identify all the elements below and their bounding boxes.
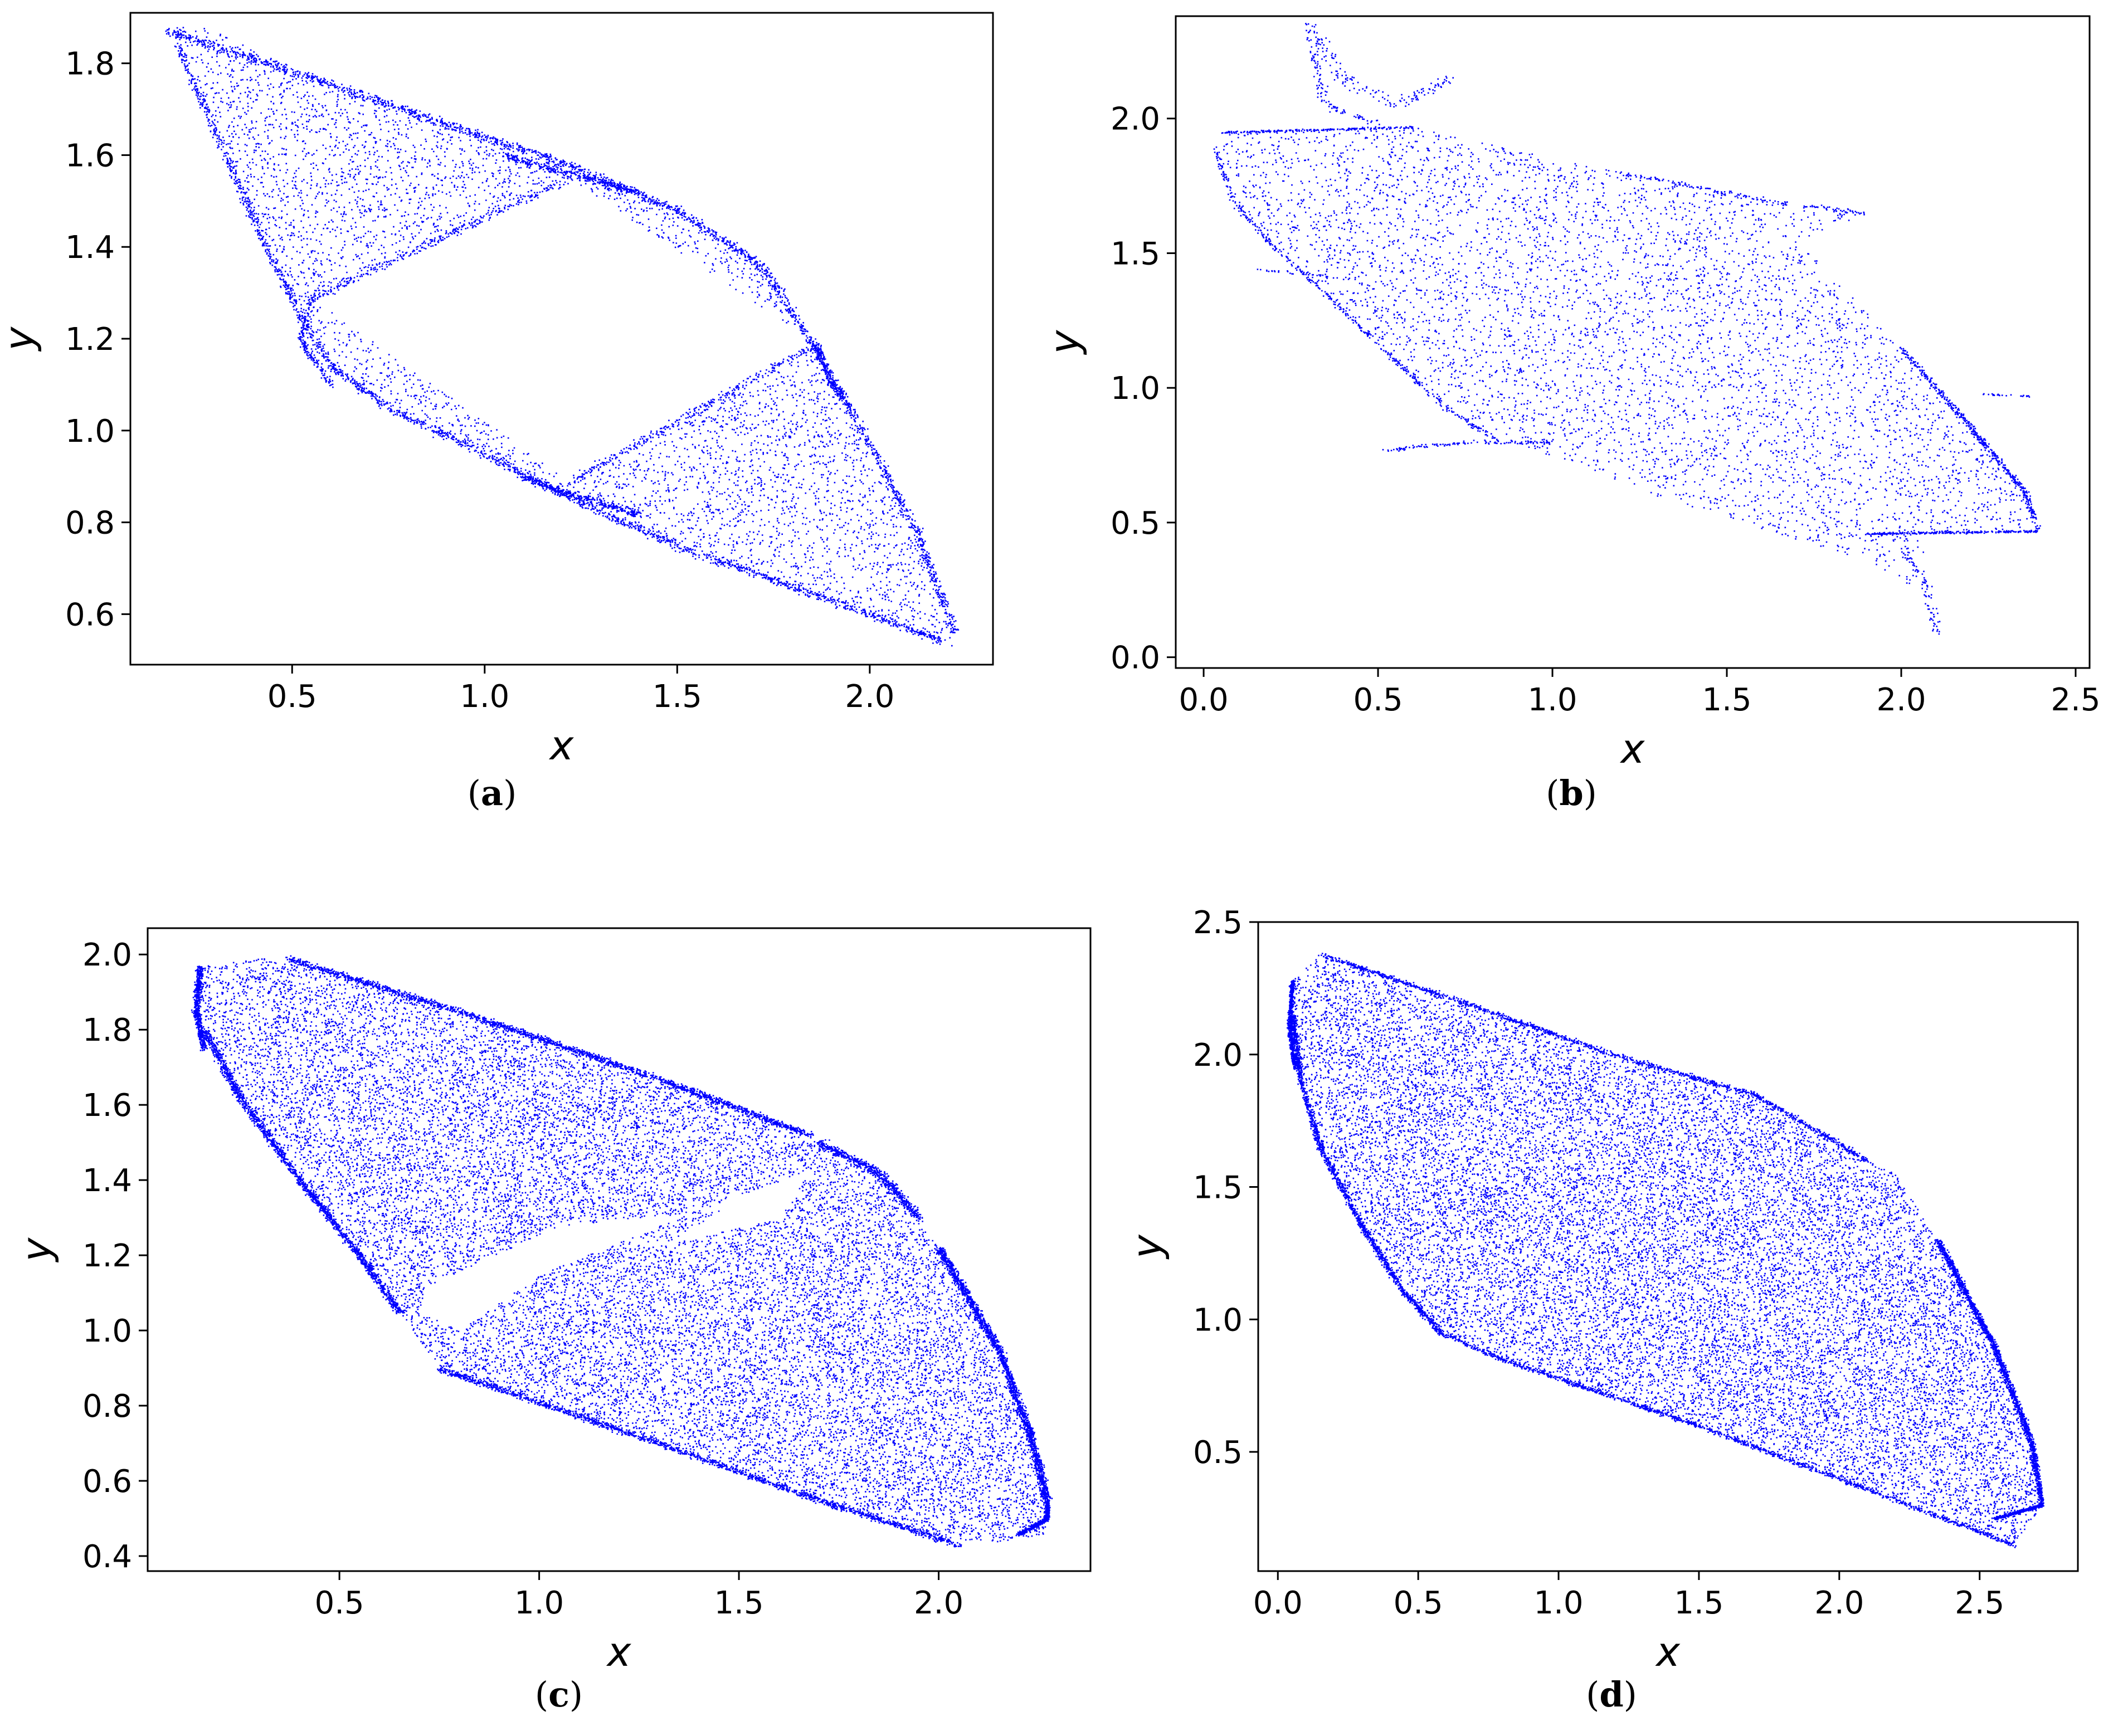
- axes-frame-d: [1257, 921, 2079, 1572]
- x-tick-label: 0.5: [315, 1585, 364, 1621]
- panel-d: 0.0 0.5 1.0 1.5 2.0 2.5 0.5 1.0 1.5 2.0 2.5 x y (d): [1123, 905, 2079, 1715]
- x-axis-label: x: [1620, 725, 1645, 772]
- x-tick-label: 1.0: [514, 1585, 564, 1621]
- x-tick-label: 2.0: [914, 1585, 963, 1621]
- x-tick-label: 0.0: [1179, 682, 1229, 718]
- y-tick-label: 1.2: [65, 321, 115, 358]
- x-tick-label: 2.0: [845, 679, 894, 715]
- y-tick-label: 1.2: [82, 1238, 132, 1274]
- y-tick-label: 1.4: [82, 1163, 132, 1199]
- x-tick-label: 2.5: [1955, 1585, 2004, 1621]
- y-axis-label: y: [1041, 329, 1088, 355]
- y-tick-label: 1.0: [65, 413, 115, 450]
- axes-frame-c: [147, 927, 1092, 1572]
- y-axis-label: y: [13, 1237, 60, 1262]
- y-tick-label: 1.8: [82, 1012, 132, 1049]
- y-tick-label: 1.0: [82, 1313, 132, 1349]
- axes-frame-b: [1175, 15, 2091, 669]
- x-tick-label: 2.0: [1876, 682, 1926, 718]
- y-axis-label: y: [0, 326, 42, 352]
- panel-caption-a: (a): [468, 773, 517, 813]
- panel-a: 0.5 1.0 1.5 2.0 0.6 0.8 1.0 1.2 1.4 1.6 1.8 x y (a): [0, 12, 994, 813]
- scatter-points-b: [1213, 23, 2041, 635]
- y-tick-label: 0.8: [82, 1388, 132, 1425]
- scatter-points-d: [1287, 953, 2044, 1548]
- x-tick-label: 0.5: [1394, 1585, 1443, 1621]
- x-tick-label: 1.0: [1527, 682, 1577, 718]
- x-axis-label: x: [549, 722, 574, 769]
- panel-caption-d: (d): [1586, 1674, 1637, 1715]
- x-tick-label: 0.5: [267, 679, 317, 715]
- x-axis-label: x: [606, 1628, 632, 1675]
- y-tick-label: 0.4: [82, 1539, 132, 1575]
- panel-caption-b: (b): [1546, 773, 1597, 813]
- x-axis-label: x: [1655, 1628, 1681, 1675]
- y-tick-label: 1.6: [82, 1088, 132, 1124]
- y-tick-label: 1.0: [1193, 1302, 1243, 1338]
- y-tick-label: 0.5: [1111, 505, 1160, 542]
- x-tick-label: 1.0: [460, 679, 509, 715]
- scatter-points-c: [191, 955, 1053, 1548]
- x-tick-label: 1.5: [1702, 682, 1751, 718]
- y-tick-label: 0.6: [65, 597, 115, 633]
- x-tick-label: 1.0: [1533, 1585, 1583, 1621]
- y-tick-label: 2.0: [1111, 101, 1160, 138]
- y-tick-label: 1.8: [65, 46, 115, 82]
- y-tick-label: 0.8: [65, 505, 115, 542]
- panel-c: 0.5 1.0 1.5 2.0 0.4 0.6 0.8 1.0 1.2 1.4 1.6 1.8 2.0 x…: [13, 927, 1092, 1715]
- panel-caption-c: (c): [535, 1674, 583, 1715]
- x-tick-label: 0.0: [1253, 1585, 1303, 1621]
- y-tick-label: 0.5: [1193, 1435, 1243, 1471]
- y-tick-label: 1.6: [65, 138, 115, 174]
- x-tick-label: 1.5: [714, 1585, 764, 1621]
- x-tick-label: 1.5: [1674, 1585, 1723, 1621]
- y-tick-label: 2.5: [1193, 905, 1243, 941]
- axes-frame-a: [129, 12, 994, 666]
- y-tick-label: 1.4: [65, 230, 115, 266]
- y-tick-label: 1.5: [1193, 1170, 1243, 1206]
- x-tick-label: 2.5: [2051, 682, 2100, 718]
- y-tick-label: 2.0: [1193, 1037, 1243, 1074]
- y-tick-label: 0.0: [1111, 640, 1160, 676]
- y-tick-label: 1.0: [1111, 370, 1160, 407]
- x-tick-label: 1.5: [653, 679, 702, 715]
- y-axis-label: y: [1123, 1234, 1170, 1260]
- y-tick-label: 1.5: [1111, 236, 1160, 272]
- y-tick-label: 2.0: [82, 937, 132, 973]
- x-tick-label: 0.5: [1353, 682, 1403, 718]
- x-tick-label: 2.0: [1814, 1585, 1864, 1621]
- panel-b: 0.0 0.5 1.0 1.5 2.0 2.5 0.0 0.5 1.0 1.5 2.0 x y (b): [1041, 15, 2100, 813]
- y-tick-label: 0.6: [82, 1464, 132, 1500]
- scatter-points-a: [165, 27, 960, 647]
